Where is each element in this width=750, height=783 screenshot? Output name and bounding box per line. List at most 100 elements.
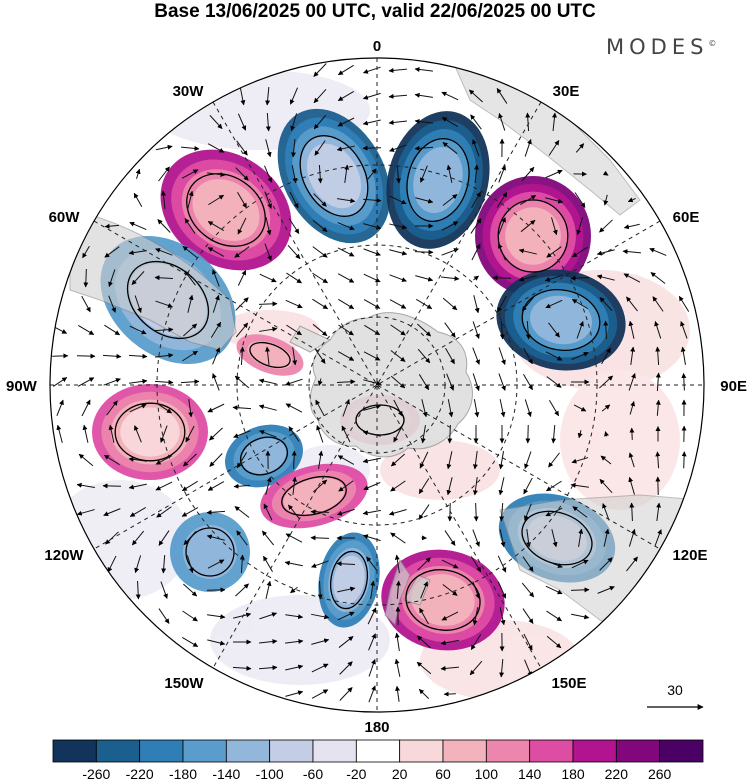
- wind-vector: [419, 607, 429, 625]
- wind-vector: [628, 476, 635, 495]
- wind-vector: [313, 193, 327, 207]
- wind-vector: [414, 92, 433, 98]
- wind-vector: [389, 144, 407, 152]
- wind-vector: [418, 688, 430, 700]
- wind-vector: [160, 425, 168, 443]
- colorbar-swatch: [182, 739, 227, 763]
- wind-vector: [288, 218, 300, 234]
- wind-vector: [318, 450, 324, 469]
- wind-vector: [56, 399, 64, 417]
- wind-vector: [158, 608, 170, 624]
- wind-vector: [263, 555, 273, 573]
- wind-vector: [603, 194, 609, 206]
- wind-vector: [524, 451, 532, 469]
- wind-vector: [187, 294, 194, 313]
- wind-vector: [446, 373, 455, 391]
- wind-vector: [599, 297, 613, 311]
- wind-vector: [440, 639, 459, 646]
- wind-vector: [551, 112, 557, 132]
- colorbar-tick-label: 180: [561, 766, 585, 782]
- wind-vector: [264, 243, 272, 261]
- wind-vector: [472, 321, 480, 340]
- wind-vector: [133, 192, 143, 207]
- lon-label-0: 0: [373, 38, 381, 55]
- wind-vector: [576, 217, 584, 236]
- wind-vector: [468, 89, 484, 103]
- wind-vector: [336, 561, 356, 567]
- wind-vector: [366, 556, 378, 572]
- wind-vector: [417, 557, 431, 571]
- wind-vector: [285, 614, 304, 620]
- wind-vector: [629, 502, 635, 522]
- wind-vector: [311, 689, 329, 699]
- wind-vector: [370, 580, 376, 599]
- wind-vector: [570, 482, 589, 488]
- wind-vector: [338, 324, 354, 336]
- wind-vector: [522, 608, 534, 624]
- wind-vector: [183, 453, 197, 467]
- wind-vector: [344, 164, 350, 183]
- wind-vector: [571, 559, 589, 569]
- lon-label-120w: 120W: [44, 547, 84, 564]
- wind-vector: [207, 172, 226, 178]
- colorbar-swatch: [659, 739, 704, 763]
- wind-vector: [678, 295, 690, 312]
- wind-vector: [362, 66, 381, 74]
- wind-vector: [206, 509, 226, 515]
- wind-vector: [523, 373, 533, 391]
- wind-vector: [232, 405, 252, 411]
- wind-vector: [544, 274, 563, 282]
- wind-vector: [416, 661, 432, 675]
- wind-vector: [338, 636, 354, 648]
- wind-vector: [128, 483, 147, 490]
- wind-vector: [207, 403, 225, 413]
- wind-vector: [312, 479, 328, 493]
- contour-line: [249, 341, 291, 369]
- wind-vector: [498, 477, 505, 496]
- brand-logo: MODES©: [606, 35, 716, 59]
- wind-vector: [362, 145, 382, 151]
- wind-vector: [78, 453, 94, 467]
- wind-vector: [499, 320, 505, 340]
- wind-vector: [472, 373, 480, 392]
- wind-vector: [656, 502, 662, 521]
- wind-vector: [442, 194, 458, 206]
- wind-vector: [259, 326, 278, 332]
- wind-vector: [440, 665, 460, 671]
- wind-vector: [470, 218, 482, 234]
- wind-vector: [419, 451, 429, 469]
- wind-vector: [207, 614, 226, 620]
- wind-vector: [367, 168, 377, 180]
- lon-label-30w: 30W: [173, 83, 205, 100]
- contour-line: [114, 402, 186, 462]
- wind-vector: [652, 296, 664, 312]
- wind-vector: [212, 294, 220, 313]
- wind-vector: [472, 607, 479, 626]
- wind-vector: [548, 140, 560, 156]
- wind-vector: [108, 269, 116, 288]
- wind-vector: [518, 248, 537, 255]
- wind-vector: [603, 320, 609, 340]
- brand-text: MODES: [606, 35, 709, 59]
- colorbar-tick-label: -20: [346, 766, 366, 782]
- wind-vector: [234, 506, 250, 518]
- wind-vector: [81, 399, 91, 417]
- wind-vector: [601, 404, 611, 412]
- wind-vector: [258, 639, 278, 644]
- wind-vector: [265, 86, 271, 106]
- wind-vector: [103, 508, 121, 517]
- wind-vector: [207, 559, 225, 569]
- wind-vector: [207, 247, 225, 257]
- wind-vector: [603, 528, 610, 547]
- wind-vector: [209, 453, 223, 467]
- wind-vector: [499, 502, 505, 522]
- wind-vector: [236, 140, 248, 156]
- wind-vector: [363, 248, 381, 256]
- wind-vector: [389, 195, 407, 205]
- wind-vector: [622, 249, 642, 255]
- wind-vector: [389, 249, 408, 256]
- wind-vector: [161, 554, 167, 574]
- wind-vector: [212, 347, 221, 365]
- wind-vector: [599, 478, 613, 493]
- wind-vector: [313, 114, 327, 130]
